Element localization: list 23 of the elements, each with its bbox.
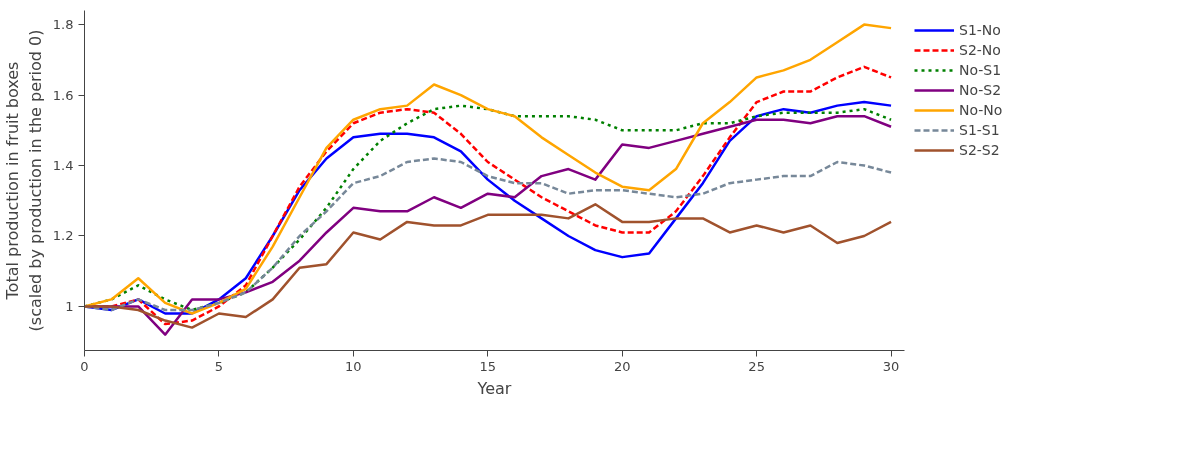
legend-label: No-S2 xyxy=(959,81,1002,99)
line-series xyxy=(84,23,893,315)
x-tick-label: 25 xyxy=(748,358,765,374)
x-tick-label: 0 xyxy=(80,358,89,374)
y-tick-label: 1.8 xyxy=(52,17,74,33)
legend-label: S1-S1 xyxy=(959,121,1000,139)
x-tick-label: 10 xyxy=(345,358,362,374)
x-tick-label: 15 xyxy=(479,358,497,374)
legend-label: S2-S2 xyxy=(959,141,1000,159)
y-tick-label: 1 xyxy=(65,298,74,314)
x-tick-label: 20 xyxy=(613,358,631,374)
y-tick-label: 1.2 xyxy=(52,228,74,244)
x-tick-label: 5 xyxy=(214,358,224,374)
x-axis-title: Year xyxy=(476,378,512,398)
legend-label: No-No xyxy=(959,101,1003,119)
y-axis-title: Total production in fruit boxes (scaled by production in the period 0) xyxy=(3,29,45,332)
x-tick-label: 30 xyxy=(882,358,900,374)
legend-label: S1-No xyxy=(959,21,1001,39)
legend-label: S2-No xyxy=(959,41,1001,59)
legend-label: No-S1 xyxy=(959,61,1002,79)
y-tick-label: 1.4 xyxy=(52,158,74,174)
y-tick-label: 1.6 xyxy=(52,87,74,103)
line-series xyxy=(84,203,893,329)
